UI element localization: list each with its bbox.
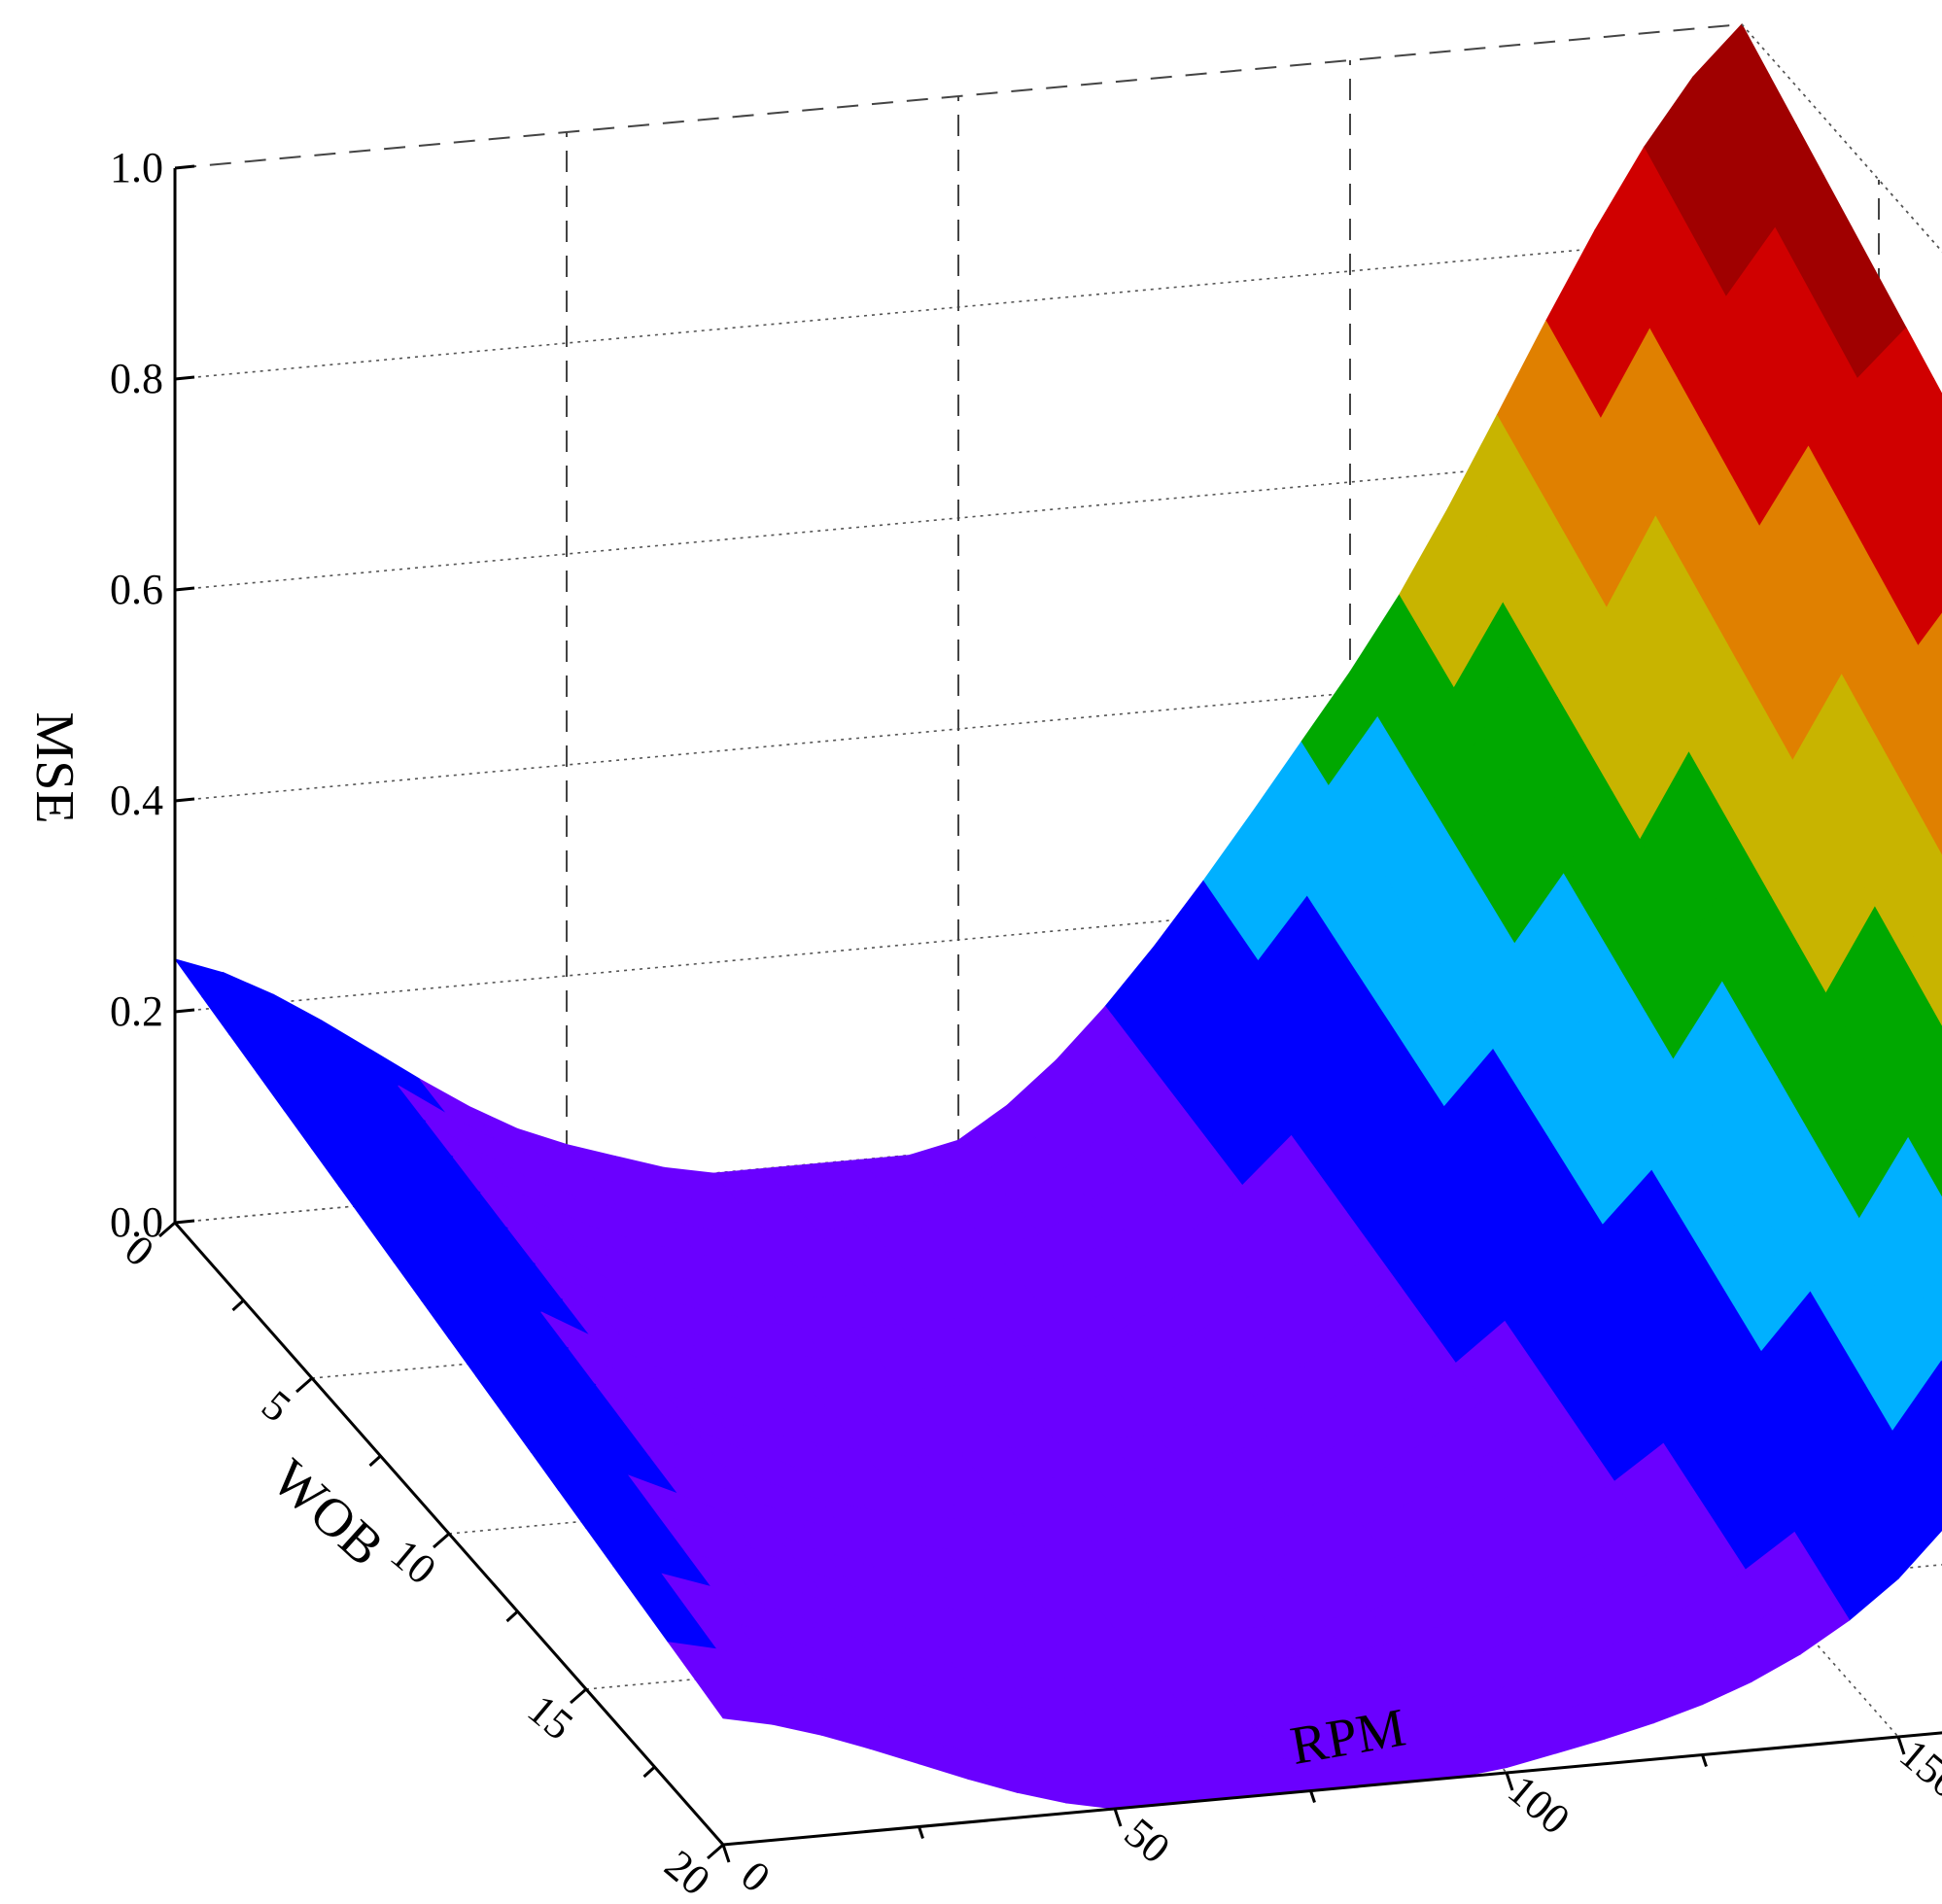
rpm-tick-mark bbox=[1505, 1772, 1514, 1791]
wob-tick-mark bbox=[295, 1376, 313, 1394]
wob-tick-mark bbox=[707, 1843, 724, 1860]
wob-minor-tick bbox=[231, 1298, 245, 1312]
surface-layer bbox=[173, 23, 1942, 1810]
rpm-tick-label: 50 bbox=[1116, 1809, 1179, 1873]
wob-tick-mark bbox=[433, 1532, 450, 1549]
rpm-minor-tick bbox=[1309, 1790, 1316, 1803]
mse-tick-mark bbox=[174, 586, 195, 592]
mse-tick-label: 0.8 bbox=[110, 355, 163, 402]
mse-tick-mark bbox=[174, 375, 195, 381]
wob-tick-label: 15 bbox=[519, 1685, 582, 1749]
wob-tick-mark bbox=[158, 1221, 176, 1238]
mse-axis-title: MSE bbox=[24, 711, 85, 823]
wob-minor-tick bbox=[505, 1610, 519, 1623]
rpm-tick-mark bbox=[721, 1844, 731, 1863]
mse-tick-mark bbox=[174, 1219, 195, 1225]
rpm-tick-label: 0 bbox=[732, 1852, 779, 1902]
rpm-minor-tick bbox=[918, 1826, 924, 1839]
axes-layer bbox=[158, 23, 1942, 1863]
surface-patch bbox=[1928, 983, 1942, 1028]
mse-tick-mark bbox=[174, 797, 195, 803]
rpm-minor-tick bbox=[1701, 1754, 1708, 1767]
surface-patch bbox=[1934, 1174, 1942, 1199]
rpm-tick-label: 100 bbox=[1499, 1766, 1578, 1844]
mse-tick-label: 0.2 bbox=[110, 987, 163, 1035]
surface-patch bbox=[1923, 793, 1942, 857]
mse-tick-mark bbox=[174, 164, 195, 170]
mse-tick-label: 1.0 bbox=[110, 144, 163, 191]
wob-tick-label: 5 bbox=[253, 1381, 299, 1432]
wob-tick-label: 10 bbox=[382, 1530, 445, 1594]
wob-tick-label: 20 bbox=[656, 1841, 719, 1904]
wob-axis-title: WOB bbox=[260, 1448, 396, 1578]
mse-tick-mark bbox=[174, 1008, 195, 1014]
mse-tick-label: 0.4 bbox=[110, 777, 163, 824]
mse-tick-label: 0.6 bbox=[110, 566, 163, 613]
mse-tick-label: 0.0 bbox=[110, 1198, 163, 1246]
wob-minor-tick bbox=[368, 1454, 382, 1468]
rpm-tick-mark bbox=[1113, 1808, 1123, 1827]
rpm-tick-mark bbox=[1896, 1736, 1906, 1755]
wob-minor-tick bbox=[642, 1765, 656, 1779]
wob-tick-mark bbox=[570, 1687, 587, 1705]
